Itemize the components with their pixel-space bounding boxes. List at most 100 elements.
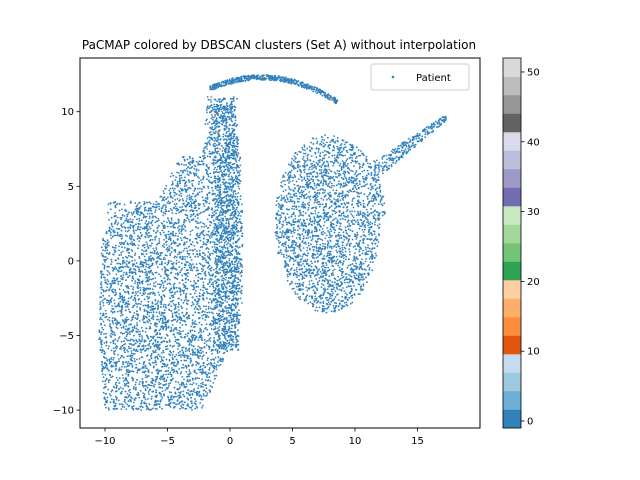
scatter-point: [147, 293, 149, 295]
scatter-point: [159, 386, 162, 389]
scatter-point: [209, 131, 212, 133]
scatter-point: [236, 302, 239, 304]
scatter-point: [209, 241, 212, 244]
scatter-point: [216, 327, 219, 329]
scatter-point: [205, 145, 208, 148]
scatter-point: [112, 288, 114, 291]
scatter-point: [213, 358, 216, 361]
scatter-point: [224, 247, 227, 249]
scatter-point: [192, 160, 195, 163]
scatter-point: [176, 400, 179, 402]
scatter-point: [211, 246, 214, 248]
scatter-point: [110, 263, 112, 266]
scatter-point: [124, 234, 127, 237]
scatter-point: [121, 345, 124, 347]
scatter-point: [104, 256, 107, 258]
scatter-point: [202, 150, 205, 153]
scatter-point: [147, 318, 150, 321]
scatter-point: [220, 106, 222, 108]
scatter-point: [197, 169, 200, 172]
scatter-point: [200, 267, 203, 270]
scatter-point: [131, 277, 134, 279]
scatter-point: [121, 403, 124, 406]
scatter-point: [165, 244, 168, 246]
scatter-point: [212, 268, 215, 271]
scatter-point: [176, 272, 179, 275]
scatter-point: [229, 98, 232, 100]
scatter-point: [118, 270, 120, 273]
scatter-point: [125, 338, 128, 340]
scatter-point: [205, 259, 207, 262]
scatter-point: [151, 205, 154, 208]
scatter-point: [144, 364, 147, 367]
scatter-point: [161, 397, 164, 399]
scatter-point: [235, 228, 237, 231]
scatter-point: [119, 292, 121, 295]
scatter-point: [133, 242, 135, 245]
scatter-point: [223, 295, 225, 297]
scatter-point: [190, 259, 193, 261]
scatter-point: [150, 278, 153, 281]
scatter-point: [139, 405, 142, 408]
scatter-point: [188, 220, 191, 223]
scatter-point: [228, 285, 231, 288]
scatter-point: [144, 321, 147, 324]
scatter-point: [197, 384, 200, 387]
scatter-point: [216, 168, 218, 171]
scatter-point: [125, 271, 128, 274]
scatter-point: [162, 305, 165, 308]
scatter-point: [202, 229, 205, 232]
scatter-point: [160, 263, 163, 266]
scatter-point: [177, 381, 180, 384]
scatter-point: [132, 401, 135, 404]
scatter-point: [156, 403, 158, 406]
scatter-point: [144, 232, 147, 234]
scatter-point: [214, 145, 217, 148]
scatter-point: [163, 243, 165, 246]
scatter-point: [183, 286, 186, 289]
scatter-point: [123, 271, 125, 274]
scatter-point: [106, 274, 109, 276]
scatter-point: [191, 157, 194, 160]
scatter-point: [195, 209, 198, 212]
scatter-point: [136, 281, 139, 284]
scatter-point: [120, 275, 122, 277]
scatter-point: [145, 327, 148, 330]
scatter-point: [198, 249, 201, 252]
scatter-point: [190, 219, 193, 222]
scatter-point: [193, 207, 196, 210]
scatter-point: [206, 392, 209, 395]
scatter-point: [117, 322, 120, 324]
scatter-point: [156, 251, 159, 254]
scatter-point: [119, 356, 122, 359]
scatter-points: [98, 74, 447, 411]
scatter-point: [171, 212, 174, 215]
scatter-point: [113, 353, 116, 356]
scatter-point: [157, 217, 160, 220]
scatter-point: [107, 388, 110, 391]
scatter-point: [204, 270, 207, 273]
scatter-point: [239, 263, 242, 265]
scatter-point: [165, 365, 168, 368]
scatter-point: [152, 315, 155, 318]
scatter-point: [219, 138, 222, 141]
scatter-point: [142, 363, 145, 365]
scatter-point: [160, 314, 163, 317]
scatter-point: [132, 405, 135, 407]
scatter-point: [179, 401, 181, 404]
scatter-point: [154, 339, 157, 341]
scatter-point: [181, 311, 184, 314]
scatter-point: [206, 155, 209, 158]
scatter-point: [181, 279, 184, 282]
scatter-point: [173, 203, 176, 206]
scatter-point: [162, 245, 164, 247]
scatter-point: [191, 393, 194, 395]
scatter-point: [156, 357, 159, 360]
scatter-point: [103, 353, 106, 355]
scatter-point: [176, 277, 178, 280]
scatter-point: [171, 197, 174, 200]
scatter-point: [214, 175, 217, 178]
scatter-point: [168, 238, 171, 240]
scatter-point: [228, 170, 230, 173]
scatter-point: [169, 291, 172, 294]
